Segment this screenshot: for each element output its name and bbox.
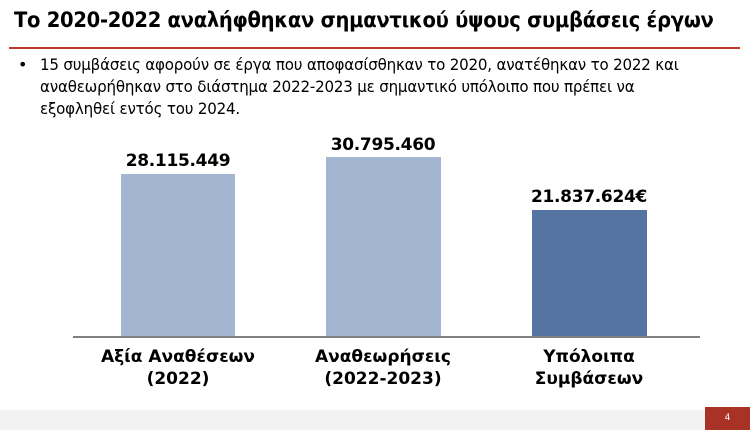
page-number: 4 (705, 407, 750, 430)
bullet-icon: • (18, 55, 28, 74)
category-label-0: Αξία Αναθέσεων (2022) (100, 347, 256, 389)
x-axis-line (73, 336, 700, 338)
bar-2 (532, 210, 647, 336)
slide-title: Το 2020-2022 αναλήφθηκαν σημαντικού ύψου… (14, 8, 714, 32)
category-label-2: Υπόλοιπα Συμβάσεων (534, 347, 644, 389)
bullet-text: 15 συμβάσεις αφορούν σε έργα που αποφασί… (40, 55, 679, 118)
category-label-1: Αναθεωρήσεις (2022-2023) (314, 347, 451, 389)
bar-label-0: 28.115.449 (125, 151, 231, 171)
footer-bar (0, 410, 705, 430)
bar-0 (121, 174, 235, 336)
bar-label-2: 21.837.624€ (530, 187, 648, 207)
title-underline (9, 47, 740, 49)
bar-1 (326, 157, 441, 336)
bar-label-1: 30.795.460 (330, 135, 436, 155)
